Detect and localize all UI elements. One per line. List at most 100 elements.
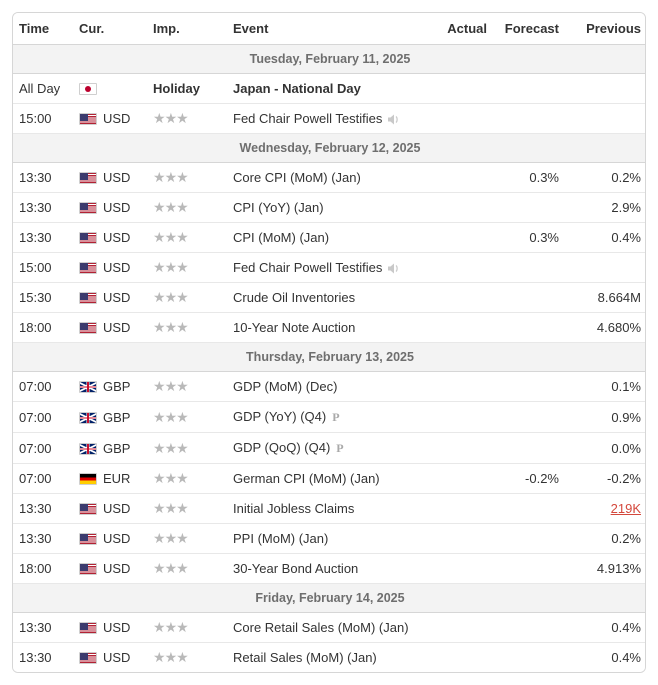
event-row[interactable]: 07:00EUR★★★German CPI (MoM) (Jan)-0.2%-0…	[13, 464, 646, 494]
cell-previous: 2.9%	[565, 193, 646, 223]
day-header-label: Wednesday, February 12, 2025	[13, 134, 646, 163]
day-header-row: Tuesday, February 11, 2025	[13, 45, 646, 74]
cell-previous: 219K	[565, 494, 646, 524]
cell-previous: 0.2%	[565, 524, 646, 554]
cell-currency: GBP	[73, 372, 147, 402]
cell-event[interactable]: Initial Jobless Claims	[227, 494, 437, 524]
cell-importance: ★★★	[147, 613, 227, 643]
cell-previous: 4.913%	[565, 554, 646, 584]
col-previous[interactable]: Previous	[565, 13, 646, 45]
col-event[interactable]: Event	[227, 13, 437, 45]
cell-currency: USD	[73, 253, 147, 283]
event-row[interactable]: All DayHolidayJapan - National Day	[13, 74, 646, 104]
cell-event[interactable]: Fed Chair Powell Testifies	[227, 104, 437, 134]
star-icon: ★	[176, 379, 189, 393]
event-row[interactable]: 13:30USD★★★Initial Jobless Claims219K	[13, 494, 646, 524]
col-time[interactable]: Time	[13, 13, 73, 45]
cell-forecast: 0.3%	[493, 163, 565, 193]
cell-actual	[437, 494, 493, 524]
event-row[interactable]: 07:00GBP★★★GDP (QoQ) (Q4)P0.0%	[13, 433, 646, 464]
cell-actual	[437, 372, 493, 402]
event-row[interactable]: 07:00GBP★★★GDP (YoY) (Q4)P0.9%	[13, 402, 646, 433]
star-icon: ★	[176, 200, 189, 214]
cell-actual	[437, 313, 493, 343]
cell-event[interactable]: GDP (YoY) (Q4)P	[227, 402, 437, 433]
event-row[interactable]: 18:00USD★★★10-Year Note Auction4.680%	[13, 313, 646, 343]
event-row[interactable]: 15:00USD★★★Fed Chair Powell Testifies	[13, 104, 646, 134]
cell-forecast	[493, 494, 565, 524]
cell-time: 13:30	[13, 643, 73, 673]
star-icon: ★	[176, 260, 189, 274]
cell-time: 07:00	[13, 402, 73, 433]
cell-event[interactable]: Fed Chair Powell Testifies	[227, 253, 437, 283]
col-actual[interactable]: Actual	[437, 13, 493, 45]
cell-event[interactable]: CPI (YoY) (Jan)	[227, 193, 437, 223]
preliminary-icon: P	[332, 410, 339, 425]
cell-importance: ★★★	[147, 494, 227, 524]
event-row[interactable]: 13:30USD★★★Core CPI (MoM) (Jan)0.3%0.2%	[13, 163, 646, 193]
flag-icon-us	[79, 202, 97, 214]
flag-icon-us	[79, 172, 97, 184]
cell-currency: USD	[73, 613, 147, 643]
event-row[interactable]: 13:30USD★★★Core Retail Sales (MoM) (Jan)…	[13, 613, 646, 643]
flag-icon-gb	[79, 412, 97, 424]
flag-icon-us	[79, 292, 97, 304]
cell-previous: -0.2%	[565, 464, 646, 494]
cell-currency: USD	[73, 643, 147, 673]
event-row[interactable]: 15:30USD★★★Crude Oil Inventories8.664M	[13, 283, 646, 313]
flag-icon-gb	[79, 381, 97, 393]
cell-currency: USD	[73, 163, 147, 193]
event-row[interactable]: 13:30USD★★★PPI (MoM) (Jan)0.2%	[13, 524, 646, 554]
star-icon: ★	[176, 561, 189, 575]
event-row[interactable]: 13:30USD★★★Retail Sales (MoM) (Jan)0.4%	[13, 643, 646, 673]
cell-event[interactable]: Crude Oil Inventories	[227, 283, 437, 313]
cell-currency: GBP	[73, 402, 147, 433]
cell-previous: 0.0%	[565, 433, 646, 464]
cell-event[interactable]: German CPI (MoM) (Jan)	[227, 464, 437, 494]
cell-forecast: 0.3%	[493, 223, 565, 253]
cell-forecast	[493, 74, 565, 104]
star-icon: ★	[176, 501, 189, 515]
event-row[interactable]: 13:30USD★★★CPI (YoY) (Jan)2.9%	[13, 193, 646, 223]
cell-importance: ★★★	[147, 402, 227, 433]
col-forecast[interactable]: Forecast	[493, 13, 565, 45]
cell-currency: GBP	[73, 433, 147, 464]
cell-previous	[565, 253, 646, 283]
cell-actual	[437, 524, 493, 554]
cell-previous: 0.4%	[565, 613, 646, 643]
col-currency[interactable]: Cur.	[73, 13, 147, 45]
cell-forecast	[493, 524, 565, 554]
cell-time: 07:00	[13, 372, 73, 402]
cell-currency: USD	[73, 524, 147, 554]
event-row[interactable]: 13:30USD★★★CPI (MoM) (Jan)0.3%0.4%	[13, 223, 646, 253]
cell-event[interactable]: 10-Year Note Auction	[227, 313, 437, 343]
star-icon: ★	[176, 170, 189, 184]
cell-event[interactable]: Core CPI (MoM) (Jan)	[227, 163, 437, 193]
cell-event[interactable]: Japan - National Day	[227, 74, 437, 104]
cell-time: 13:30	[13, 163, 73, 193]
cell-importance: ★★★	[147, 223, 227, 253]
event-row[interactable]: 07:00GBP★★★GDP (MoM) (Dec)0.1%	[13, 372, 646, 402]
col-importance[interactable]: Imp.	[147, 13, 227, 45]
cell-event[interactable]: CPI (MoM) (Jan)	[227, 223, 437, 253]
cell-previous: 8.664M	[565, 283, 646, 313]
cell-event[interactable]: GDP (MoM) (Dec)	[227, 372, 437, 402]
event-row[interactable]: 15:00USD★★★Fed Chair Powell Testifies	[13, 253, 646, 283]
cell-event[interactable]: 30-Year Bond Auction	[227, 554, 437, 584]
cell-actual	[437, 433, 493, 464]
flag-icon-us	[79, 622, 97, 634]
star-icon: ★	[176, 650, 189, 664]
cell-forecast	[493, 313, 565, 343]
cell-previous: 0.4%	[565, 643, 646, 673]
star-icon: ★	[176, 320, 189, 334]
star-icon: ★	[176, 111, 189, 125]
cell-event[interactable]: Retail Sales (MoM) (Jan)	[227, 643, 437, 673]
cell-event[interactable]: Core Retail Sales (MoM) (Jan)	[227, 613, 437, 643]
cell-actual	[437, 253, 493, 283]
table-header: Time Cur. Imp. Event Actual Forecast Pre…	[13, 13, 646, 45]
event-row[interactable]: 18:00USD★★★30-Year Bond Auction4.913%	[13, 554, 646, 584]
cell-currency: USD	[73, 223, 147, 253]
cell-time: 15:00	[13, 104, 73, 134]
cell-event[interactable]: GDP (QoQ) (Q4)P	[227, 433, 437, 464]
cell-event[interactable]: PPI (MoM) (Jan)	[227, 524, 437, 554]
